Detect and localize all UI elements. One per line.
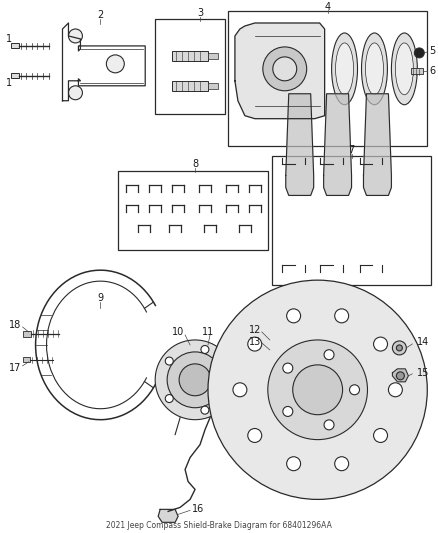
Ellipse shape [336,43,353,95]
Polygon shape [286,94,314,196]
Polygon shape [235,23,325,119]
Polygon shape [158,510,178,522]
Circle shape [335,457,349,471]
Text: 10: 10 [172,327,184,337]
Circle shape [273,57,297,81]
Circle shape [324,420,334,430]
Circle shape [155,340,235,419]
Circle shape [283,363,293,373]
Circle shape [201,406,209,414]
Bar [155,19,225,114]
Polygon shape [364,94,392,196]
Text: 9: 9 [97,293,103,303]
Text: 16: 16 [192,504,204,514]
Circle shape [396,345,403,351]
Text: 15: 15 [417,368,430,378]
Text: 14: 14 [417,337,430,347]
Circle shape [335,309,349,323]
Bar [172,51,208,61]
Circle shape [268,340,367,440]
Bar [23,331,31,337]
Text: 7: 7 [348,144,355,155]
Circle shape [414,48,424,58]
Circle shape [233,383,247,397]
Ellipse shape [365,43,383,95]
Circle shape [208,280,427,499]
Circle shape [293,365,343,415]
Circle shape [392,341,406,355]
Circle shape [179,364,211,396]
Text: 8: 8 [192,158,198,168]
Circle shape [167,352,223,408]
Bar [11,74,19,78]
Text: 6: 6 [429,66,435,76]
Circle shape [283,407,293,416]
Polygon shape [324,94,352,196]
Text: 11: 11 [202,327,214,337]
Text: 12: 12 [249,325,261,335]
Bar [11,43,19,49]
Text: 5: 5 [429,46,435,56]
Text: 4: 4 [325,2,331,12]
Text: 18: 18 [8,320,21,330]
Circle shape [223,376,231,384]
Circle shape [165,394,173,402]
Circle shape [248,429,262,442]
Bar [228,11,427,146]
Bar [272,156,431,285]
Text: 1: 1 [6,78,12,88]
Bar [118,171,268,251]
Bar [208,53,218,59]
Text: 1: 1 [6,34,12,44]
Circle shape [201,345,209,353]
Polygon shape [392,369,408,382]
Circle shape [350,385,360,395]
Ellipse shape [392,33,417,104]
Text: 3: 3 [197,8,203,18]
Bar [172,81,208,91]
Circle shape [165,357,173,365]
Circle shape [389,383,403,397]
Circle shape [106,55,124,73]
Circle shape [68,86,82,100]
Ellipse shape [332,33,357,104]
Text: 17: 17 [8,363,21,373]
Circle shape [286,309,300,323]
Bar [411,68,423,74]
Bar [23,357,30,362]
Circle shape [374,429,388,442]
Circle shape [68,29,82,43]
Circle shape [324,350,334,360]
Bar [208,83,218,89]
Ellipse shape [396,43,413,95]
Circle shape [286,457,300,471]
Circle shape [248,337,262,351]
Circle shape [374,337,388,351]
Text: 2: 2 [97,10,103,20]
Text: 2021 Jeep Compass Shield-Brake Diagram for 68401296AA: 2021 Jeep Compass Shield-Brake Diagram f… [106,521,332,530]
Circle shape [263,47,307,91]
Ellipse shape [361,33,388,104]
Circle shape [396,372,404,380]
Text: 13: 13 [249,337,261,347]
